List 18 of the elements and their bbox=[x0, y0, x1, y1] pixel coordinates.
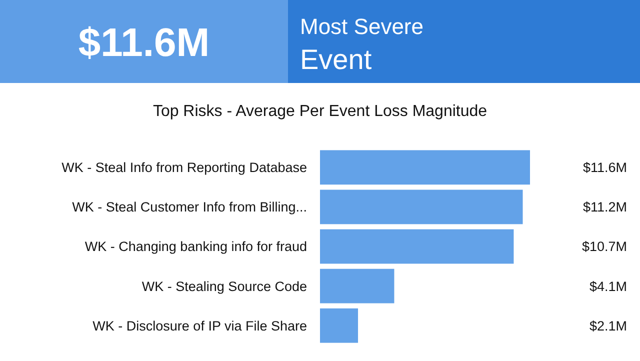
bar bbox=[320, 190, 523, 224]
y-tick-label: WK - Changing banking info for fraud bbox=[84, 239, 307, 254]
data-label: $11.2M bbox=[582, 200, 627, 215]
bar bbox=[320, 229, 514, 264]
bar bbox=[320, 268, 394, 304]
chart-title: Top Risks - Average Per Event Loss Magnitude bbox=[152, 103, 488, 120]
data-label: $2.1M bbox=[589, 318, 627, 334]
y-tick-label: WK - Steal Customer Info from Billing... bbox=[72, 200, 307, 215]
text: Most Severe Event bbox=[300, 14, 424, 75]
data-label: $11.6M bbox=[582, 160, 627, 176]
y-tick-label: WK - Stealing Source Code bbox=[142, 278, 307, 294]
bar bbox=[320, 308, 358, 343]
bar bbox=[320, 150, 530, 185]
data-label: $4.1M bbox=[589, 278, 627, 294]
y-tick-label: WK - Disclosure of IP via File Share bbox=[92, 318, 307, 334]
y-tick-label: WK - Steal Info from Reporting Database bbox=[62, 160, 307, 176]
data-label: $10.7M bbox=[582, 239, 627, 254]
text: $11.6M bbox=[78, 21, 210, 65]
